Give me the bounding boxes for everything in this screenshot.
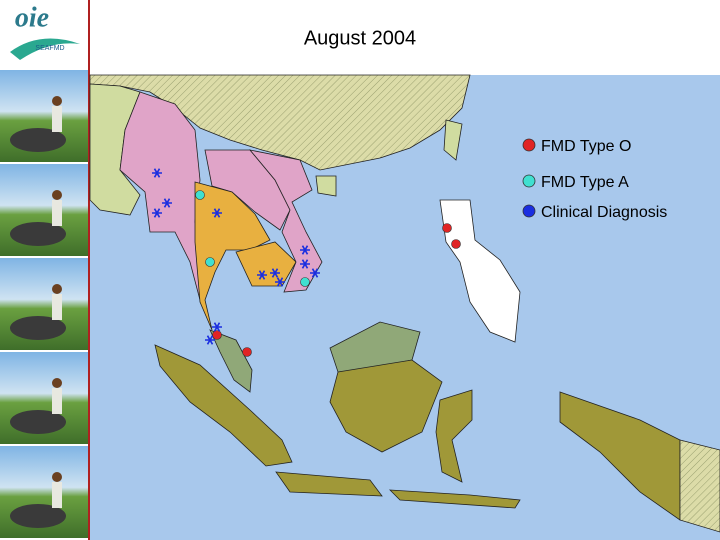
papua [559,391,681,521]
photo-buffalo [10,410,66,434]
kalimantan [329,359,443,453]
clinical-marker [152,208,162,218]
photo-farmer-head [52,190,62,200]
clinical-marker [212,322,222,332]
india-bangladesh [89,83,141,216]
title: August 2004 [304,27,416,49]
clinical-marker [162,198,172,208]
thailand [194,181,271,331]
logo-swoosh [10,38,80,60]
photo-farmer-head [52,96,62,106]
cambodia [235,241,297,287]
hainan [315,175,337,197]
outbreak-dot [442,223,452,233]
sulawesi [435,389,473,483]
photo-buffalo [10,316,66,340]
legend: FMD Type O FMD Type A Clinical Diagnosis [522,138,667,221]
legend-label: FMD Type A [541,174,629,191]
clinical-marker [205,335,215,345]
map [89,74,720,540]
photo-farmer [52,294,62,320]
photo-buffalo [10,504,66,528]
clinical-marker [300,259,310,269]
philippines [439,199,521,343]
outbreak-dot [195,190,205,200]
legend-swatch [522,204,536,218]
logo: oie SEAFMD [10,2,80,60]
outbreak-dot [242,347,252,357]
clinical-marker [257,270,267,280]
png [679,439,720,533]
myanmar [119,91,206,301]
legend-swatch [522,138,536,152]
photo-farmer-head [52,378,62,388]
sunda-islands [388,489,521,509]
clinical-marker [212,208,222,218]
clinical-marker [300,245,310,255]
photo-buffalo [10,128,66,152]
clinical-marker [270,268,280,278]
clinical-marker [152,168,162,178]
photo-farmer [52,200,62,226]
logo-name: oie [15,2,49,33]
photo-buffalo [10,222,66,246]
photo-farmer [52,388,62,414]
java [275,471,383,497]
legend-swatch [522,174,536,188]
clinical-marker [310,268,320,278]
photo-farmer-head [52,284,62,294]
legend-label: Clinical Diagnosis [541,204,667,221]
clinical-marker [275,277,285,287]
photo-farmer-head [52,472,62,482]
logo-program: SEAFMD [35,45,64,52]
photo-farmer [52,106,62,132]
photo-strip [0,70,88,538]
sumatra [154,344,293,467]
outbreak-markers [152,168,461,357]
vietnam [248,149,323,293]
malaysia-peninsula [209,329,253,393]
taiwan [443,119,463,161]
photo-farmer [52,482,62,508]
outbreak-dot [300,277,310,287]
outbreak-dot [212,330,222,340]
outbreak-dot [451,239,461,249]
outbreak-dot [205,257,215,267]
legend-label: FMD Type O [541,138,631,155]
